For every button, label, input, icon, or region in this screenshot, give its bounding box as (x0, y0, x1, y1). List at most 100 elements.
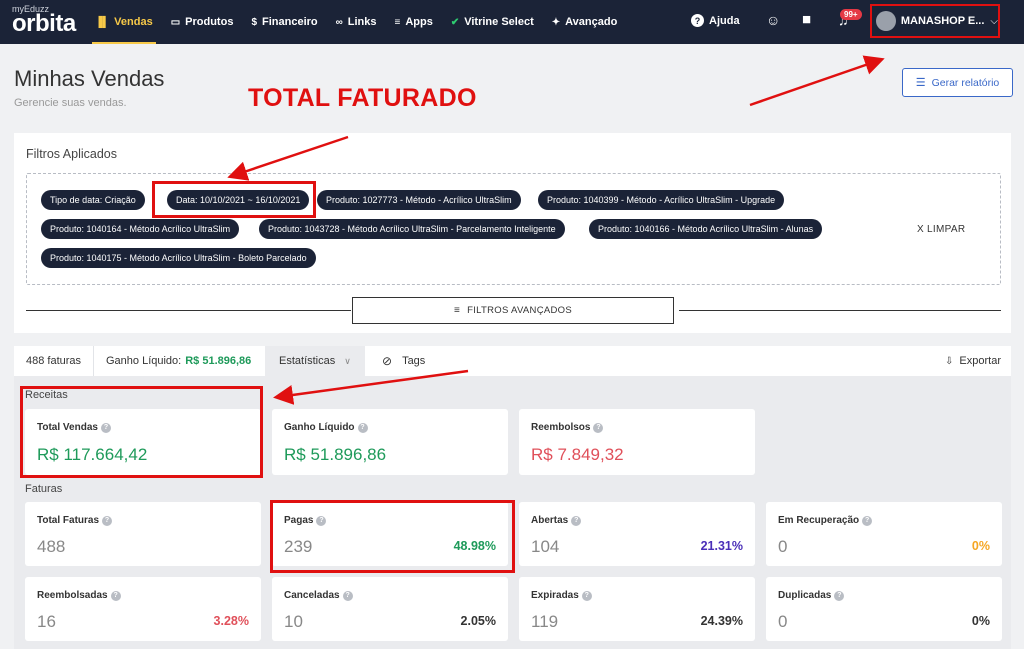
card-title: Reembolsadas? (37, 590, 121, 601)
nav-item-label: Avançado (565, 16, 618, 28)
filter-chip-product[interactable]: Produto: 1040399 - Método - Acrílico Ult… (538, 190, 785, 210)
tab-tags-label: Tags (402, 355, 426, 367)
invoice-count-label: 488 faturas (26, 355, 82, 367)
card-title-text: Em Recuperação (778, 515, 860, 526)
expired-invoices-card: Expiradas? 119 24.39% (519, 577, 755, 641)
nav-item-links[interactable]: ∞ Links (327, 0, 386, 44)
avatar (876, 11, 896, 31)
export-icon: ⇩ (945, 355, 954, 367)
divider (679, 310, 1001, 311)
filter-chip-date-type[interactable]: Tipo de data: Criação (41, 190, 145, 210)
card-title: Total Faturas? (37, 515, 113, 526)
cancelled-invoices-pct: 2.05% (460, 614, 496, 628)
account-menu[interactable]: MANASHOP E... ⌵ (870, 4, 1000, 38)
card-title-text: Canceladas (284, 590, 340, 601)
nav-item-vitrine-select[interactable]: ✔ Vitrine Select (442, 0, 543, 44)
advanced-filters-label: FILTROS AVANÇADOS (467, 305, 572, 316)
card-title-text: Total Faturas (37, 515, 100, 526)
users-icon[interactable]: ☺ (766, 12, 781, 28)
divider (26, 310, 351, 311)
net-gain-card-value: R$ 51.896,86 (284, 445, 387, 464)
open-invoices-card: Abertas? 104 21.31% (519, 502, 755, 566)
tab-estatisticas-label: Estatísticas (279, 355, 336, 367)
total-sales-value: R$ 117.664,42 (37, 445, 148, 464)
net-gain-value: R$ 51.896,86 (185, 355, 252, 367)
net-gain-summary: Ganho Líquido: R$ 51.896,86 (94, 346, 274, 376)
duplicate-invoices-card: Duplicadas? 0 0% (766, 577, 1002, 641)
chat-icon[interactable]: ■ (802, 11, 812, 28)
net-gain-label: Ganho Líquido: (106, 355, 182, 367)
card-title: Duplicadas? (778, 590, 845, 601)
nav-item-avancado[interactable]: ✦ Avançado (543, 0, 627, 44)
tab-tags[interactable]: ⊘ Tags (382, 346, 425, 376)
nav-item-label: Links (347, 16, 377, 28)
export-button[interactable]: ⇩ Exportar (945, 346, 1001, 376)
filter-chip-product[interactable]: Produto: 1043728 - Método Acrílico Ultra… (259, 219, 565, 239)
top-nav: myEduzz orbita ▐▌ Vendas ▭ Produtos $ Fi… (0, 0, 1024, 44)
total-invoices-card: Total Faturas? 488 (25, 502, 261, 566)
cancelled-invoices-value: 10 (284, 612, 303, 631)
clear-filters-button[interactable]: X LIMPAR (917, 224, 966, 235)
nav-item-label: Financeiro (262, 16, 318, 28)
nav-item-label: Vitrine Select (464, 16, 534, 28)
filter-chip-date-range[interactable]: Data: 10/10/2021 ~ 16/10/2021 (167, 190, 310, 210)
filter-chip-product[interactable]: Produto: 1040164 - Método Acrílico Ultra… (41, 219, 240, 239)
filter-chip-product[interactable]: Produto: 1040166 - Método Acrílico Ultra… (589, 219, 823, 239)
net-gain-card: Ganho Líquido? R$ 51.896,86 (272, 409, 508, 475)
filters-box: Tipo de data: Criação Data: 10/10/2021 ~… (26, 173, 1001, 285)
recovery-invoices-card: Em Recuperação? 0 0% (766, 502, 1002, 566)
advanced-filters-button[interactable]: ≡ FILTROS AVANÇADOS (352, 297, 674, 324)
results-tab-bar: 488 faturas Ganho Líquido: R$ 51.896,86 … (14, 346, 1011, 376)
recovery-invoices-pct: 0% (971, 539, 990, 553)
statistics-panel: Receitas Total Vendas? R$ 117.664,42 Gan… (14, 376, 1011, 649)
help-icon[interactable]: ? (342, 590, 353, 601)
sliders-icon: ≡ (453, 305, 461, 316)
card-title: Pagas? (284, 515, 327, 526)
card-title: Total Vendas? (37, 422, 111, 433)
help-icon[interactable]: ? (571, 515, 582, 526)
card-title-text: Ganho Líquido (284, 422, 355, 433)
filter-chip-product[interactable]: Produto: 1040175 - Método Acrílico Ultra… (41, 248, 316, 268)
puzzle-icon: ✦ (551, 16, 561, 28)
help-icon[interactable]: ? (862, 515, 873, 526)
nav-item-financeiro[interactable]: $ Financeiro (242, 0, 326, 44)
nav-item-label: Apps (405, 16, 433, 28)
bell-icon[interactable]: ♫ (838, 12, 849, 28)
help-label: Ajuda (709, 14, 740, 27)
tab-estatisticas[interactable]: Estatísticas ∨ (265, 346, 365, 376)
card-title: Abertas? (531, 515, 582, 526)
refunds-card: Reembolsos? R$ 7.849,32 (519, 409, 755, 475)
help-icon[interactable]: ? (581, 590, 592, 601)
nav-item-vendas[interactable]: ▐▌ Vendas (86, 0, 162, 44)
recovery-invoices-value: 0 (778, 537, 788, 556)
nav-item-apps[interactable]: ≡ Apps (386, 0, 442, 44)
nav-item-label: Produtos (185, 16, 234, 28)
help-icon[interactable]: ? (100, 422, 111, 433)
card-title-text: Reembolsos (531, 422, 591, 433)
bar-chart-icon: ▐▌ (95, 16, 110, 28)
card-title-text: Reembolsadas (37, 590, 108, 601)
filter-chip-product[interactable]: Produto: 1027773 - Método - Acrílico Ult… (317, 190, 521, 210)
help-icon[interactable]: ? (110, 590, 121, 601)
help-icon[interactable]: ? (834, 590, 845, 601)
link-icon: ∞ (335, 16, 343, 28)
generate-report-button[interactable]: ☰ Gerar relatório (902, 68, 1013, 97)
card-title-text: Abertas (531, 515, 569, 526)
total-sales-card: Total Vendas? R$ 117.664,42 (25, 409, 261, 475)
card-title: Ganho Líquido? (284, 422, 368, 433)
help-icon[interactable]: ? (316, 515, 327, 526)
paid-invoices-value: 239 (284, 537, 313, 556)
nav-item-produtos[interactable]: ▭ Produtos (162, 0, 243, 44)
annotation-total-faturado: TOTAL FATURADO (248, 84, 477, 112)
card-title-text: Pagas (284, 515, 314, 526)
card-icon: ▭ (170, 16, 181, 28)
help-icon[interactable]: ? (357, 422, 368, 433)
help-icon[interactable]: ? (593, 422, 604, 433)
page-title: Minhas Vendas (14, 66, 165, 91)
help-icon[interactable]: ? (102, 515, 113, 526)
duplicate-invoices-pct: 0% (971, 614, 990, 628)
total-invoices-value: 488 (37, 537, 66, 556)
chevron-down-icon: ∨ (344, 355, 351, 366)
open-invoices-value: 104 (531, 537, 560, 556)
help-link[interactable]: ? Ajuda (691, 14, 740, 27)
